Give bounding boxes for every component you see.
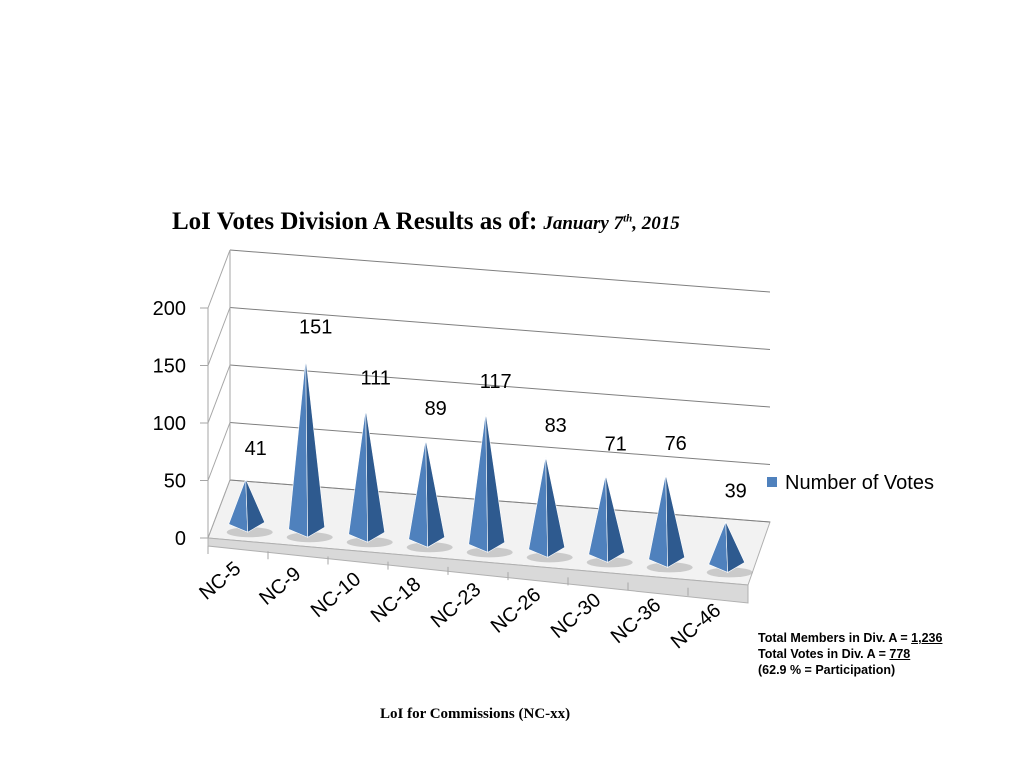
y-tick-label: 150 [153,356,186,378]
bar-face-side [425,438,446,548]
x-tick-label: NC-26 [487,584,545,638]
bar-face-side [305,357,326,538]
x-tick-label: NC-10 [307,568,365,622]
data-label: 83 [545,415,567,437]
side-wall-gridline [207,479,231,539]
legend-swatch [767,477,777,487]
data-label: 71 [605,434,627,456]
x-tick-label: NC-23 [427,578,485,632]
bar-shadow [586,557,633,568]
total-votes-note: Total Votes in Div. A = 778 [758,647,911,661]
bar-face-side [485,411,506,553]
data-label: 89 [425,398,447,420]
gridline [229,364,771,408]
legend-label: Number of Votes [785,472,934,494]
bar-shadow [226,527,273,538]
gridline [229,307,771,350]
gridline [229,422,771,465]
bar-face-side [245,478,266,533]
y-tick-label: 200 [153,298,186,320]
side-wall-gridline [207,422,231,481]
bar-face-side [725,521,746,573]
data-label: 41 [245,438,267,460]
bar-face-side [665,473,686,568]
side-wall-gridline [207,364,231,424]
chart-title-main: LoI Votes Division A Results as of: [172,208,538,235]
data-label: 111 [360,368,390,390]
x-tick-label: NC-36 [607,594,665,648]
x-tick-label: NC-30 [547,589,605,643]
bar-shadow [526,552,573,563]
bar-face-side [545,455,566,558]
chart-title-date: January 7th, 2015 [543,212,680,234]
x-tick-label: NC-5 [195,558,245,605]
chart-floor-front [207,537,749,604]
bar-shadow [646,562,693,573]
participation-note: (62.9 % = Participation) [758,663,896,677]
y-tick-label: 0 [175,528,186,550]
bar-face-front [468,411,489,553]
bar-shadow [466,547,513,558]
y-tick-label: 100 [153,413,186,435]
bar-shadow [706,567,753,578]
x-axis-title: LoI for Commissions (NC-xx) [380,706,571,722]
x-tick-label: NC-9 [255,563,305,610]
bar-shadow [286,532,333,543]
bar-face-side [605,474,626,563]
bar-face-front [288,357,309,538]
x-tick-label: NC-18 [367,573,425,627]
chart-title: LoI Votes Division A Results as of: Janua… [172,208,812,236]
summary-notes: Total Members in Div. A = 1,236 Total Vo… [758,630,1008,678]
bar-shadow [346,537,393,548]
bar-face-side [365,408,386,543]
data-label: 117 [480,371,512,393]
x-tick-label: NC-46 [667,599,725,653]
y-tick-label: 50 [164,471,186,493]
bar-shadow [406,542,453,553]
side-wall-gridline [207,307,231,366]
data-label: 151 [299,317,332,339]
bar-face-front [408,438,429,548]
data-label: 39 [725,481,747,503]
total-members-note: Total Members in Div. A = 1,236 [758,631,943,645]
data-label: 76 [665,433,687,455]
gridline [229,249,771,293]
side-wall-gridline [207,249,231,309]
bar-face-front [348,408,369,543]
